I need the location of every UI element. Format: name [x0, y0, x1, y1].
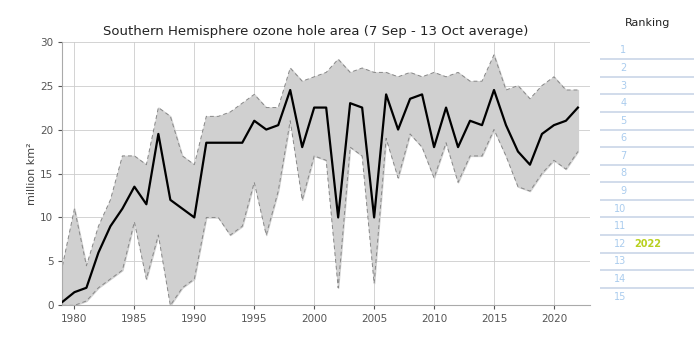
Text: 2015: 2015 [634, 81, 659, 91]
Text: 8: 8 [620, 169, 627, 178]
Text: 2006: 2006 [634, 98, 659, 108]
Text: 2003: 2003 [634, 133, 659, 143]
Text: 2022: 2022 [634, 239, 661, 249]
Text: 2011: 2011 [634, 151, 659, 161]
Text: Ranking: Ranking [625, 18, 670, 28]
Text: 5: 5 [620, 116, 627, 126]
Text: 14: 14 [614, 274, 627, 284]
Text: 10: 10 [614, 204, 627, 214]
Text: 4: 4 [620, 98, 627, 108]
Text: 2001: 2001 [634, 63, 659, 73]
Text: 1996: 1996 [634, 291, 659, 302]
Text: 11: 11 [614, 221, 627, 231]
Text: 6: 6 [620, 133, 627, 143]
Text: 15: 15 [614, 291, 627, 302]
Text: 2: 2 [620, 63, 627, 73]
Text: 2021: 2021 [634, 169, 659, 178]
Text: 2008: 2008 [634, 116, 659, 126]
Text: 2005: 2005 [634, 256, 659, 266]
Text: 2020: 2020 [634, 204, 659, 214]
Text: 13: 13 [614, 256, 627, 266]
Text: 7: 7 [620, 151, 627, 161]
Text: 9: 9 [620, 186, 627, 196]
Text: 1: 1 [620, 45, 627, 56]
Text: 2018: 2018 [634, 274, 659, 284]
Text: 2000: 2000 [634, 221, 659, 231]
Y-axis label: million km²: million km² [27, 142, 37, 205]
Text: 3: 3 [620, 81, 627, 91]
Text: 1998: 1998 [634, 45, 659, 56]
Text: 1999: 1999 [634, 186, 659, 196]
Title: Southern Hemisphere ozone hole area (7 Sep - 13 Oct average): Southern Hemisphere ozone hole area (7 S… [103, 25, 528, 38]
Text: 12: 12 [614, 239, 627, 249]
